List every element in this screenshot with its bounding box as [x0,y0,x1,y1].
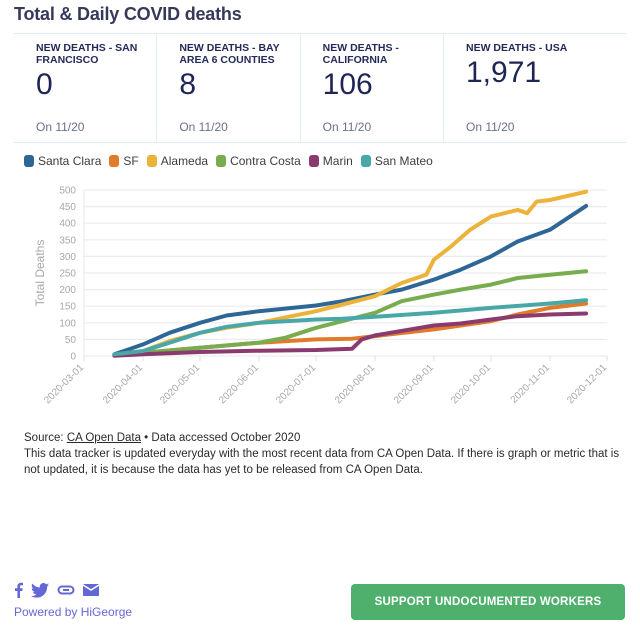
legend-item-sf[interactable]: SF [109,154,139,168]
legend-label: Marin [322,154,353,168]
stats-panel: NEW DEATHS - SAN FRANCISCO 0 On 11/20 NE… [14,33,626,143]
source-link[interactable]: CA Open Data [66,432,141,444]
legend-swatch [308,155,319,167]
y-tick-label: 100 [59,318,76,329]
link-icon[interactable] [57,584,75,596]
legend-item-alameda[interactable]: Alameda [146,154,209,168]
stat-date: On 11/20 [322,120,372,134]
x-tick-label: 2020-04-01 [101,362,145,406]
y-tick-label: 450 [59,202,76,213]
x-tick-label: 2020-08-01 [333,362,377,406]
stat-card-california: NEW DEATHS - CALIFORNIA 106 On 11/20 [301,34,444,142]
support-undocumented-workers-button[interactable]: SUPPORT UNDOCUMENTED WORKERS [351,584,625,620]
powered-by-link[interactable]: Powered by HiGeorge [14,605,133,619]
legend-label: Alameda [160,154,209,168]
x-tick-label: 2020-03-01 [42,362,86,406]
series-line-san-mateo [112,298,589,357]
stat-date: On 11/20 [36,120,85,134]
legend-label: San Mateo [374,154,433,168]
x-tick-label: 2020-12-01 [565,362,609,406]
stat-value: 8 [179,68,197,101]
stat-label: NEW DEATHS - CALIFORNIA [322,42,399,66]
y-tick-label: 50 [65,335,77,346]
series-line-contra-costa [112,269,589,358]
y-tick-label: 300 [59,252,76,263]
x-tick-label: 2020-07-01 [274,362,318,406]
legend-item-marin[interactable]: Marin [308,154,353,168]
y-tick-label: 500 [59,186,76,197]
legend-swatch [24,155,34,167]
y-tick-label: 400 [59,219,76,230]
source-note: Source: CA Open Data • Data accessed Oct… [24,430,624,478]
x-tick-label: 2020-09-01 [392,362,436,406]
stat-card-sf: NEW DEATHS - SAN FRANCISCO 0 On 11/20 [14,34,158,142]
legend-item-santa-clara[interactable]: Santa Clara [24,154,101,168]
x-tick-label: 2020-06-01 [217,362,261,406]
stat-date: On 11/20 [465,120,515,134]
series-line-marin [112,311,589,358]
y-tick-label: 200 [59,285,76,296]
stat-date: On 11/20 [179,120,228,134]
y-tick-label: 0 [70,352,76,363]
stat-value: 106 [322,68,373,101]
stat-label: NEW DEATHS - SAN FRANCISCO [36,42,138,66]
stat-card-usa: NEW DEATHS - USA 1,971 On 11/20 [444,34,626,142]
email-icon[interactable] [83,584,99,596]
facebook-icon[interactable] [14,582,23,598]
y-axis-title: Total Deaths [33,240,47,307]
legend-swatch [146,155,157,167]
legend-swatch [216,155,227,167]
legend-label: SF [123,154,139,168]
legend-swatch [360,155,371,167]
update-note: This data tracker is updated everyday wi… [24,448,620,476]
y-tick-label: 350 [59,235,76,246]
share-icons [14,582,99,598]
chart-legend: Santa Clara SF Alameda Contra Costa Marin San… [24,154,433,168]
line-chart: 0 50 100 150 200 250 300 350 400 450 500 2020-03-01… [33,186,609,407]
source-prefix: Source: [24,432,67,444]
legend-item-san-mateo[interactable]: San Mateo [360,154,433,168]
legend-item-contra-costa[interactable]: Contra Costa [216,154,301,168]
y-tick-label: 250 [59,269,76,280]
page-title: Total & Daily COVID deaths [14,4,242,24]
twitter-icon[interactable] [31,582,49,598]
source-suffix: • Data accessed October 2020 [140,432,301,444]
x-tick-label: 2020-05-01 [158,362,202,406]
y-tick-label: 150 [59,302,76,313]
x-tick-label: 2020-10-01 [449,362,493,406]
x-tick-label: 2020-11-01 [509,362,553,406]
legend-swatch [109,155,120,167]
legend-label: Contra Costa [230,154,301,168]
legend-label: Santa Clara [38,154,102,168]
stat-card-bay-area: NEW DEATHS - BAY AREA 6 COUNTIES 8 On 11… [157,34,301,142]
stat-label: NEW DEATHS - BAY AREA 6 COUNTIES [179,42,280,66]
stat-label: NEW DEATHS - USA [465,42,568,54]
stat-value: 1,971 [465,56,542,89]
series-line-santa-clara [112,203,589,357]
stat-value: 0 [36,68,53,101]
